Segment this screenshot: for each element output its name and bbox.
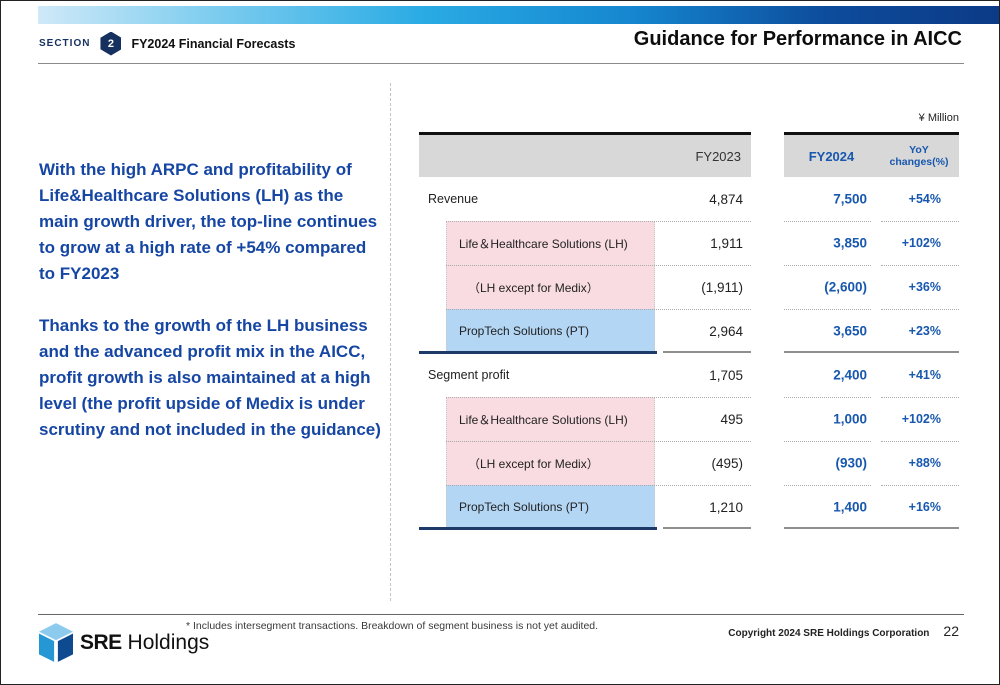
yoy-value: +23% bbox=[908, 324, 941, 338]
section-label: SECTION bbox=[39, 38, 91, 49]
page-number: 22 bbox=[943, 623, 959, 639]
fy2023-value: 495 bbox=[720, 411, 743, 427]
table-row-lh-profit: Life＆Healthcare Solutions (LH) 495 bbox=[419, 397, 751, 441]
logo-text-regular: Holdings bbox=[127, 631, 210, 654]
section-number-badge: 2 bbox=[100, 31, 122, 56]
table-row-segment-profit: Segment profit 1,705 bbox=[419, 353, 751, 397]
yoy-value: +54% bbox=[908, 192, 941, 206]
footnote: * Includes intersegment transactions. Br… bbox=[186, 620, 599, 632]
fy2024-value: 3,850 bbox=[833, 235, 867, 251]
table-fy2023: FY2023 Revenue 4,874 Life＆Healthcare Sol… bbox=[419, 132, 751, 530]
table-row-pt-profit: PropTech Solutions (PT) 1,210 bbox=[419, 485, 751, 530]
fy2024-value: 1,000 bbox=[833, 411, 867, 427]
yoy-value: +16% bbox=[908, 500, 941, 514]
yoy-header-line1: YoY bbox=[909, 144, 929, 156]
yoy-value: +102% bbox=[901, 412, 941, 426]
table-row-revenue-fy2024: 7,500 +54% bbox=[784, 177, 959, 221]
table-row-pt-profit-fy2024: 1,400 +16% bbox=[784, 485, 959, 529]
column-header-fy2024: FY2024 bbox=[808, 148, 855, 164]
table-row-lh-profit-fy2024: 1,000 +102% bbox=[784, 397, 959, 441]
logo-text-bold: SRE bbox=[80, 631, 122, 654]
gray-rule bbox=[663, 527, 751, 529]
row-label: Revenue bbox=[428, 192, 479, 206]
thick-navy-rule bbox=[419, 351, 657, 354]
footer-divider bbox=[38, 614, 964, 615]
row-label: Segment profit bbox=[428, 368, 510, 382]
dashed-vertical-divider bbox=[390, 83, 391, 601]
top-gradient-banner bbox=[38, 6, 999, 24]
table-header-fy2024: FY2024 YoY changes(%) bbox=[784, 132, 959, 177]
table-row-lh-revenue-fy2024: 3,850 +102% bbox=[784, 221, 959, 265]
page-title: Guidance for Performance in AICC bbox=[633, 28, 962, 50]
fy2023-value: 4,874 bbox=[709, 191, 743, 207]
fy2023-value: 1,911 bbox=[710, 235, 743, 251]
gray-rule bbox=[663, 351, 751, 353]
fy2024-value: 7,500 bbox=[833, 191, 867, 207]
fy2024-value: 1,400 bbox=[833, 499, 867, 515]
gray-rule bbox=[784, 527, 959, 529]
yoy-value: +102% bbox=[901, 236, 941, 250]
row-label: PropTech Solutions (PT) bbox=[446, 309, 655, 353]
row-label: PropTech Solutions (PT) bbox=[446, 485, 655, 529]
table-fy2024: FY2024 YoY changes(%) 7,500 +54% 3,850 +… bbox=[784, 132, 959, 529]
table-header-fy2023: FY2023 bbox=[419, 132, 751, 177]
table-row-pt-revenue: PropTech Solutions (PT) 2,964 bbox=[419, 309, 751, 354]
table-row-lh-ex-medix-profit: （LH except for Medix） (495) bbox=[419, 441, 751, 485]
table-row-segment-profit-fy2024: 2,400 +41% bbox=[784, 353, 959, 397]
fy2024-value: 3,650 bbox=[833, 323, 867, 339]
commentary-paragraph-2: Thanks to the growth of the LH business … bbox=[39, 316, 381, 439]
copyright-text: Copyright 2024 SRE Holdings Corporation bbox=[728, 628, 930, 639]
row-label: Life＆Healthcare Solutions (LH) bbox=[446, 397, 655, 441]
header-divider bbox=[38, 63, 964, 64]
yoy-value: +41% bbox=[908, 368, 941, 382]
table-row-lh-revenue: Life＆Healthcare Solutions (LH) 1,911 bbox=[419, 221, 751, 265]
fy2023-value: 1,705 bbox=[709, 367, 743, 383]
fy2024-value: (2,600) bbox=[824, 279, 867, 295]
section-title: FY2024 Financial Forecasts bbox=[131, 36, 296, 51]
yoy-value: +88% bbox=[908, 456, 941, 470]
row-label: Life＆Healthcare Solutions (LH) bbox=[446, 221, 655, 265]
fy2024-value: (930) bbox=[835, 455, 867, 471]
table-row-pt-revenue-fy2024: 3,650 +23% bbox=[784, 309, 959, 353]
logo-text: SRE Holdings bbox=[80, 631, 209, 655]
commentary-paragraph-1: With the high ARPC and profitability of … bbox=[39, 160, 378, 283]
fy2023-value: (1,911) bbox=[701, 279, 743, 295]
column-header-fy2023: FY2023 bbox=[695, 148, 741, 164]
table-row-lh-ex-medix-revenue: （LH except for Medix） (1,911) bbox=[419, 265, 751, 309]
yoy-header-line2: changes(%) bbox=[889, 156, 949, 168]
yoy-value: +36% bbox=[908, 280, 941, 294]
unit-label: ¥ Million bbox=[918, 112, 959, 124]
fy2023-value: 2,964 bbox=[709, 323, 743, 339]
row-label: （LH except for Medix） bbox=[446, 265, 655, 309]
fy2023-value: (495) bbox=[711, 455, 743, 471]
fy2023-value: 1,210 bbox=[709, 499, 743, 515]
table-row-lh-ex-medix-revenue-fy2024: (2,600) +36% bbox=[784, 265, 959, 309]
thick-navy-rule bbox=[419, 527, 657, 530]
slide-header: SECTION 2 FY2024 Financial Forecasts bbox=[39, 30, 295, 57]
fy2024-value: 2,400 bbox=[833, 367, 867, 383]
table-row-revenue: Revenue 4,874 bbox=[419, 177, 751, 221]
sre-cube-icon bbox=[39, 623, 73, 662]
table-row-lh-ex-medix-profit-fy2024: (930) +88% bbox=[784, 441, 959, 485]
sre-holdings-logo: SRE Holdings bbox=[39, 623, 209, 663]
row-label: （LH except for Medix） bbox=[446, 441, 655, 485]
column-header-yoy: YoY changes(%) bbox=[879, 144, 959, 168]
copyright-block: Copyright 2024 SRE Holdings Corporation … bbox=[728, 623, 959, 639]
gray-rule bbox=[784, 351, 959, 353]
